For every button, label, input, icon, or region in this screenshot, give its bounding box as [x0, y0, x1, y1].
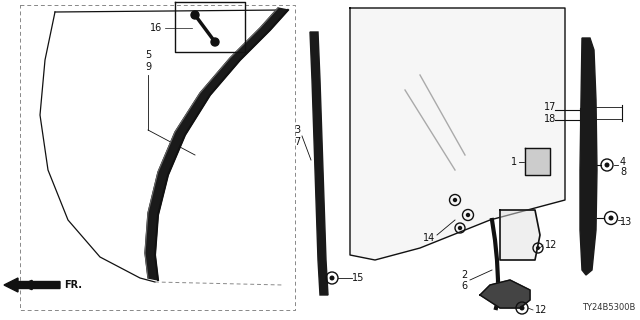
Text: 18: 18 — [544, 114, 556, 124]
Polygon shape — [525, 148, 550, 175]
Circle shape — [609, 215, 614, 220]
Text: 14: 14 — [423, 233, 435, 243]
Text: 4: 4 — [620, 157, 626, 167]
Circle shape — [453, 198, 457, 202]
Text: TY24B5300B: TY24B5300B — [582, 303, 635, 312]
Text: 17: 17 — [543, 102, 556, 112]
Circle shape — [605, 163, 609, 167]
Text: 9: 9 — [145, 62, 151, 72]
Text: 2: 2 — [461, 270, 468, 280]
Circle shape — [330, 276, 335, 281]
Text: 10: 10 — [584, 102, 596, 112]
Text: 11: 11 — [584, 114, 596, 124]
Circle shape — [520, 306, 525, 310]
Circle shape — [466, 213, 470, 217]
Text: FR.: FR. — [64, 280, 82, 290]
Circle shape — [536, 246, 540, 250]
Polygon shape — [500, 210, 540, 260]
Text: 7: 7 — [294, 137, 300, 147]
Polygon shape — [310, 32, 328, 295]
Polygon shape — [480, 280, 530, 308]
Circle shape — [211, 38, 219, 46]
Text: 1: 1 — [511, 157, 517, 167]
Circle shape — [458, 226, 462, 230]
Text: 13: 13 — [620, 217, 632, 227]
Text: 15: 15 — [352, 273, 364, 283]
Text: 3: 3 — [294, 125, 300, 135]
Text: 6: 6 — [462, 281, 468, 291]
Text: 16: 16 — [150, 23, 162, 33]
Polygon shape — [145, 8, 288, 280]
FancyArrow shape — [4, 278, 60, 292]
Circle shape — [191, 11, 199, 19]
Text: 8: 8 — [620, 167, 626, 177]
Polygon shape — [350, 8, 565, 260]
Text: 5: 5 — [145, 50, 151, 60]
Polygon shape — [580, 38, 597, 275]
Text: 12: 12 — [545, 240, 557, 250]
Text: 12: 12 — [535, 305, 547, 315]
